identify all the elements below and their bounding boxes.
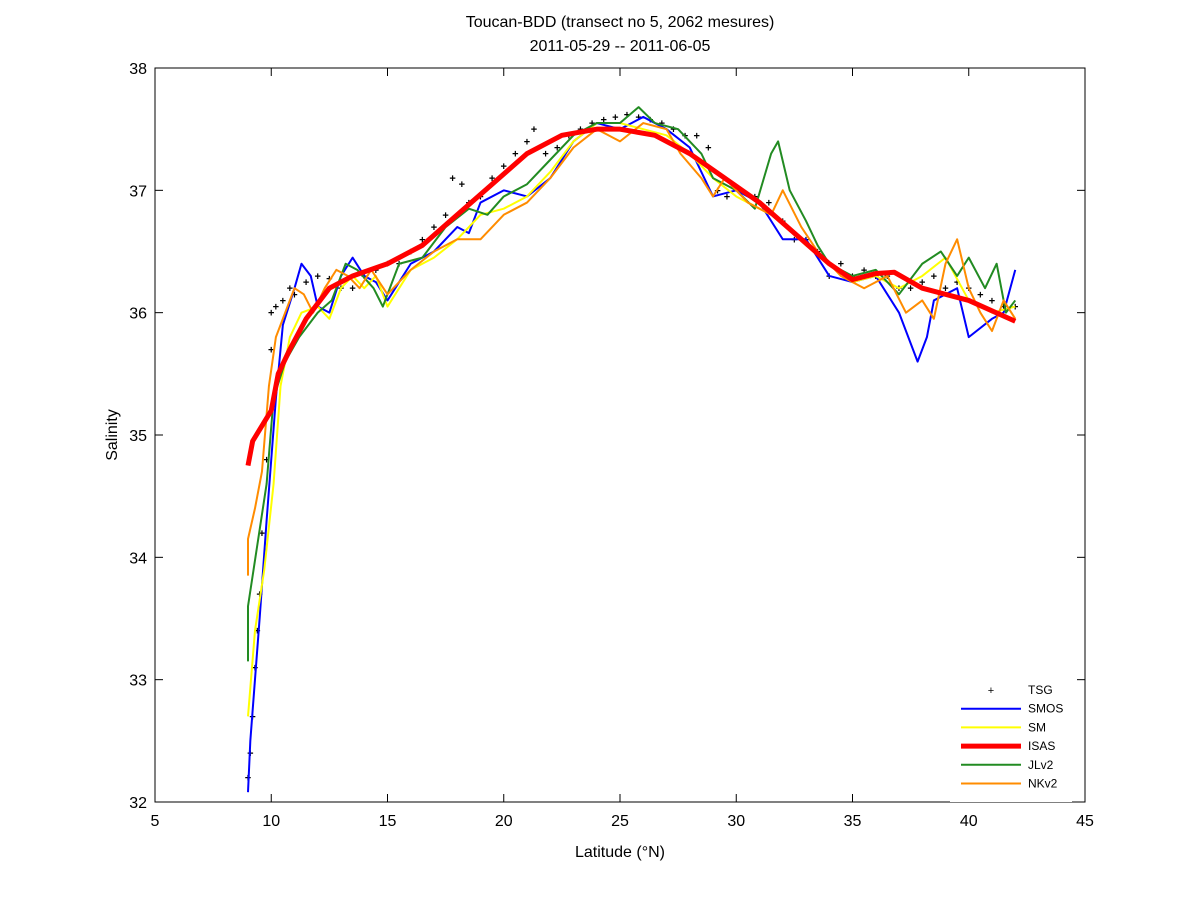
tsg-point: +	[268, 344, 274, 356]
x-tick-label: 40	[960, 813, 978, 830]
tsg-point: +	[942, 283, 948, 295]
y-tick-label: 32	[129, 795, 147, 812]
tsg-point: +	[612, 112, 618, 124]
tsg-point: +	[524, 136, 530, 148]
y-tick-label: 36	[129, 306, 147, 323]
tsg-point: +	[449, 173, 455, 185]
tsg-point: +	[349, 283, 355, 295]
series-line-sm	[247, 122, 1016, 717]
chart-subtitle: 2011-05-29 -- 2011-06-05	[530, 38, 711, 55]
legend-label: TSG	[1028, 683, 1053, 697]
tsg-point: +	[259, 528, 265, 540]
legend-label: JLv2	[1028, 758, 1054, 772]
tsg-point: +	[303, 277, 309, 289]
tsg-point: +	[705, 143, 711, 155]
tsg-point: +	[714, 185, 720, 197]
x-tick-label: 5	[151, 813, 160, 830]
tsg-point: +	[989, 295, 995, 307]
tsg-point: +	[263, 454, 269, 466]
tsg-point: +	[373, 265, 379, 277]
tsg-point: +	[724, 191, 730, 203]
series-line-isas	[245, 126, 1017, 467]
x-tick-label: 25	[611, 813, 629, 830]
tsg-point: +	[512, 149, 518, 161]
tsg-point: +	[670, 124, 676, 136]
y-axis-label: Salinity	[104, 409, 121, 461]
tsg-point: +	[442, 210, 448, 222]
tsg-point: +	[554, 143, 560, 155]
x-axis-label: Latitude (°N)	[575, 844, 665, 861]
legend-marker-tsg: +	[988, 685, 994, 697]
tsg-point: +	[766, 198, 772, 210]
plot-area-frame	[154, 67, 1086, 803]
tsg-point: +	[431, 222, 437, 234]
tsg-point: +	[838, 259, 844, 271]
tsg-point: +	[291, 289, 297, 301]
x-tick-label: 35	[844, 813, 862, 830]
tsg-point: +	[907, 283, 913, 295]
x-tick-label: 10	[262, 813, 280, 830]
x-tick-label: 15	[379, 813, 397, 830]
series-line-smos	[247, 115, 1017, 793]
tsg-point: +	[280, 295, 286, 307]
y-tick-label: 35	[129, 428, 147, 445]
legend: + TSG SMOS SM ISAS JLv2 NKv2	[950, 672, 1072, 802]
tsg-point: +	[531, 124, 537, 136]
y-tick-label: 37	[129, 183, 147, 200]
legend-box	[950, 672, 1072, 802]
tsg-point: +	[624, 109, 630, 121]
legend-label: ISAS	[1028, 739, 1055, 753]
tsg-point: +	[896, 283, 902, 295]
tsg-point: +	[931, 271, 937, 283]
tsg-point: +	[254, 626, 260, 638]
chart-title: Toucan-BDD (transect no 5, 2062 mesures)	[466, 14, 775, 31]
x-tick-label: 45	[1076, 813, 1094, 830]
x-tick-label: 30	[727, 813, 745, 830]
tsg-point: +	[489, 173, 495, 185]
tsg-point: +	[287, 283, 293, 295]
x-tick-label: 20	[495, 813, 513, 830]
tsg-point: +	[419, 234, 425, 246]
tsg-point: +	[1000, 302, 1006, 314]
tsg-point: +	[919, 277, 925, 289]
tsg-point: +	[268, 308, 274, 320]
tsg-point: +	[315, 271, 321, 283]
tsg-point: +	[501, 161, 507, 173]
legend-label: NKv2	[1028, 777, 1058, 791]
tsg-point: +	[542, 149, 548, 161]
tsg-point: +	[601, 114, 607, 126]
tsg-point: +	[977, 289, 983, 301]
legend-label: SM	[1028, 720, 1046, 734]
tsg-point: +	[459, 179, 465, 191]
tsg-point: +	[694, 130, 700, 142]
series-line-jlv2	[247, 106, 1017, 662]
tsg-point: +	[273, 302, 279, 314]
y-tick-label: 33	[129, 673, 147, 690]
legend-label: SMOS	[1028, 702, 1063, 716]
tsg-point: +	[589, 118, 595, 130]
y-tick-label: 38	[129, 61, 147, 78]
tsg-point: +	[635, 112, 641, 124]
y-tick-label: 34	[129, 550, 147, 567]
tsg-point: +	[954, 277, 960, 289]
tsg-point: +	[861, 265, 867, 277]
series-line-nkv2	[247, 122, 1017, 576]
